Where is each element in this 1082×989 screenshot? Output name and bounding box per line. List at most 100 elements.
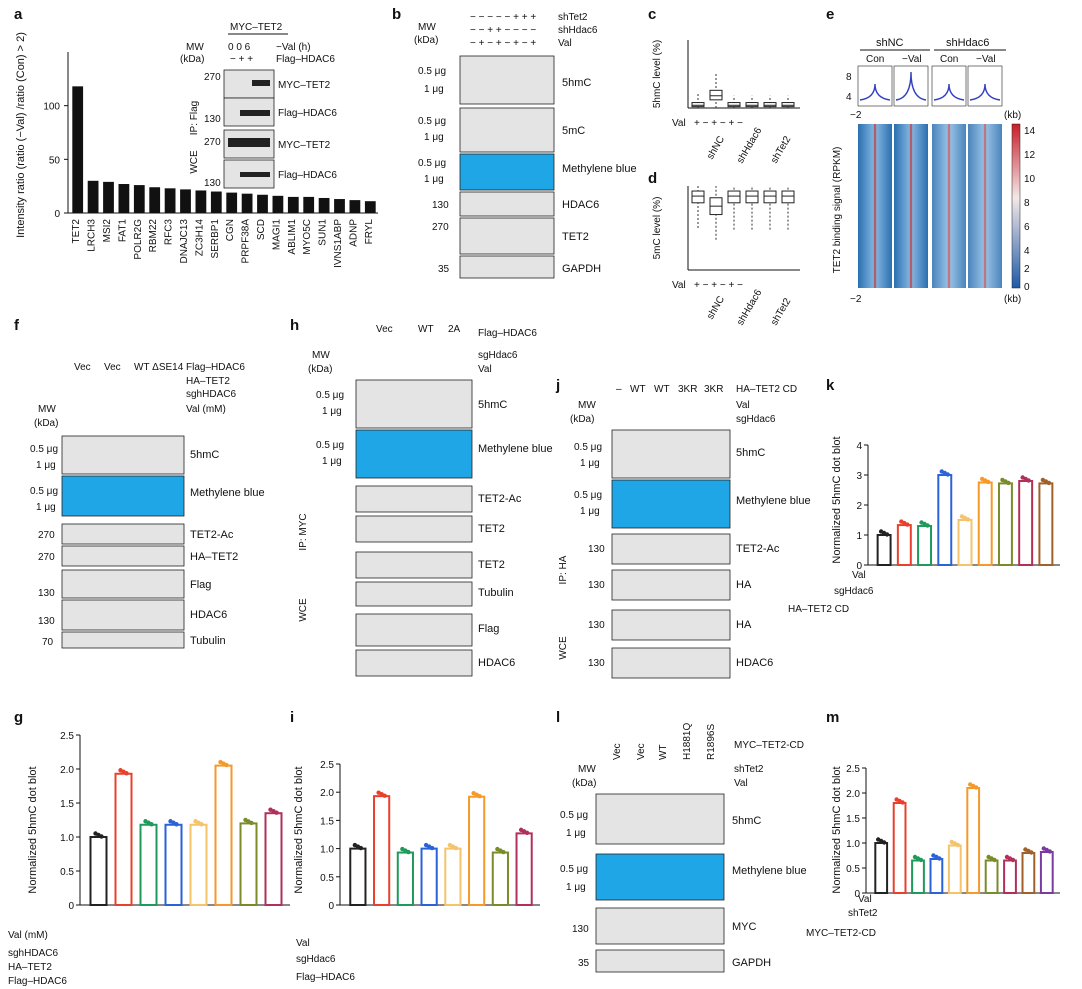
svg-text:(kDa): (kDa) xyxy=(570,414,594,425)
bar xyxy=(896,524,912,566)
panel-k-bar-chart: 0 1 2 3 4 xyxy=(856,441,1060,572)
panel-letter-h: h xyxy=(290,317,299,334)
svg-text:Tubulin: Tubulin xyxy=(478,587,514,599)
svg-text:Normalized 5hmC dot blot: Normalized 5hmC dot blot xyxy=(831,436,843,563)
svg-text:5hmC level (%): 5hmC level (%) xyxy=(652,40,663,108)
panel-d-boxplot: 5mC level (%) Val + − + − + − shNC shHda… xyxy=(652,186,800,328)
svg-text:MYC–TET2-CD: MYC–TET2-CD xyxy=(806,928,876,939)
box xyxy=(691,102,705,108)
data-point xyxy=(124,771,129,776)
x-tick-label: MAGI1 xyxy=(271,219,282,251)
data-point xyxy=(884,532,890,537)
y-tick-label: 1.5 xyxy=(60,799,74,810)
y-tick-label: 50 xyxy=(49,155,61,166)
svg-text:Flag–HDAC6: Flag–HDAC6 xyxy=(296,972,355,983)
svg-text:Val (mM): Val (mM) xyxy=(186,404,226,415)
bar-ABLIM1 xyxy=(287,196,299,213)
data-point xyxy=(925,523,930,528)
a-kda: (kDa) xyxy=(180,54,204,65)
data-point xyxy=(905,522,910,527)
bar xyxy=(947,844,962,894)
svg-text:GAPDH: GAPDH xyxy=(562,263,601,275)
box xyxy=(745,102,759,108)
data-point xyxy=(524,830,530,836)
svg-text:10: 10 xyxy=(1024,174,1036,185)
data-point xyxy=(149,822,154,827)
svg-text:0.5 μg: 0.5 μg xyxy=(574,490,602,501)
svg-text:Vec: Vec xyxy=(636,743,647,760)
colorbar xyxy=(1011,123,1021,289)
svg-text:130: 130 xyxy=(588,658,605,669)
b-blot-5mc xyxy=(459,107,555,153)
bar-FAT1 xyxy=(118,184,130,213)
y-tick-label: 0.5 xyxy=(320,873,334,884)
x-tick-label: MYO5C xyxy=(302,219,313,255)
panel-letter-k: k xyxy=(826,377,835,394)
svg-text:1 μg: 1 μg xyxy=(580,506,600,517)
svg-text:130: 130 xyxy=(572,924,589,935)
bar-POLR2G xyxy=(133,185,145,213)
panel-c-boxplot: 5hmC level (%) Val + − + − + − shNC shHd… xyxy=(652,40,800,166)
svg-text:HA–TET2: HA–TET2 xyxy=(8,962,52,973)
svg-text:6: 6 xyxy=(1024,222,1030,233)
a-val: −Val (h) xyxy=(276,42,311,53)
panel-letter-a: a xyxy=(14,6,23,23)
svg-text:0.5 μg: 0.5 μg xyxy=(560,810,588,821)
svg-text:HDAC6: HDAC6 xyxy=(562,199,599,211)
y-tick-label: 1.0 xyxy=(60,833,74,844)
bar-ADNP xyxy=(349,200,361,213)
x-tick-label: SERBP1 xyxy=(210,219,221,259)
panel-letter-i: i xyxy=(290,709,294,726)
svg-text:shHdac6: shHdac6 xyxy=(735,287,764,327)
b-blot-methylene xyxy=(459,153,555,191)
x-tick-label: FAT1 xyxy=(117,219,128,243)
svg-text:MYC–TET2: MYC–TET2 xyxy=(278,80,331,91)
svg-text:shTet2: shTet2 xyxy=(848,908,878,919)
data-point xyxy=(1010,857,1016,863)
svg-text:3KR: 3KR xyxy=(704,384,723,395)
bar xyxy=(264,812,283,907)
svg-text:Vec: Vec xyxy=(74,362,91,373)
panel-l-blot: Vec Vec WT H1881Q R1896S MYC–TET2-CD shT… xyxy=(560,723,807,973)
svg-text:Con: Con xyxy=(940,54,958,65)
svg-text:Flag: Flag xyxy=(478,623,499,635)
heatmap-val-shhdac6 xyxy=(968,124,1002,288)
panel-h-blot: Vec WT 2A Flag–HDAC6 sgHdac6 Val MW (kDa… xyxy=(298,324,553,677)
bar xyxy=(373,795,391,907)
svg-text:IP: Flag: IP: Flag xyxy=(189,101,200,135)
data-point xyxy=(429,845,435,851)
data-point xyxy=(477,794,482,799)
svg-text:12: 12 xyxy=(1024,150,1036,161)
data-point xyxy=(501,849,506,855)
panel-b-blot: MW (kDa) − − − − − + + + − − + + − − − −… xyxy=(414,12,637,279)
a-times: 0 0 6 xyxy=(228,42,251,53)
x-tick-label: LRCH3 xyxy=(87,219,98,252)
data-point xyxy=(965,517,971,522)
svg-text:Flag–HDAC6: Flag–HDAC6 xyxy=(278,170,337,181)
svg-text:HA–TET2: HA–TET2 xyxy=(186,376,230,387)
b-blot-5hmc xyxy=(459,55,555,105)
y-tick-label: 1 xyxy=(856,531,862,542)
y-tick-label: 2.0 xyxy=(320,788,334,799)
bar-PRPF38A xyxy=(241,193,253,213)
x-tick-label: RFC3 xyxy=(164,219,175,246)
a-mw: MW xyxy=(186,42,204,53)
bar-MSI2 xyxy=(103,181,114,213)
bar-FRYL xyxy=(364,201,376,213)
y-tick-label: 0 xyxy=(854,889,860,900)
data-point xyxy=(274,810,279,815)
bar-SUN1 xyxy=(318,197,330,213)
svg-text:(kDa): (kDa) xyxy=(34,418,58,429)
svg-text:HA–TET2: HA–TET2 xyxy=(190,551,238,563)
svg-text:Normalized 5hmC dot blot: Normalized 5hmC dot blot xyxy=(27,766,39,893)
x-tick-label: PRPF38A xyxy=(241,219,252,264)
svg-text:TET2-Ac: TET2-Ac xyxy=(478,493,522,505)
svg-text:shTet2: shTet2 xyxy=(769,134,793,165)
svg-text:–: – xyxy=(616,384,622,395)
box xyxy=(781,102,795,108)
svg-text:MW: MW xyxy=(312,350,330,361)
bar xyxy=(396,851,414,906)
svg-text:−2: −2 xyxy=(850,110,862,121)
svg-text:Normalized 5hmC dot blot: Normalized 5hmC dot blot xyxy=(831,766,843,893)
y-tick-label: 2.0 xyxy=(846,789,860,800)
